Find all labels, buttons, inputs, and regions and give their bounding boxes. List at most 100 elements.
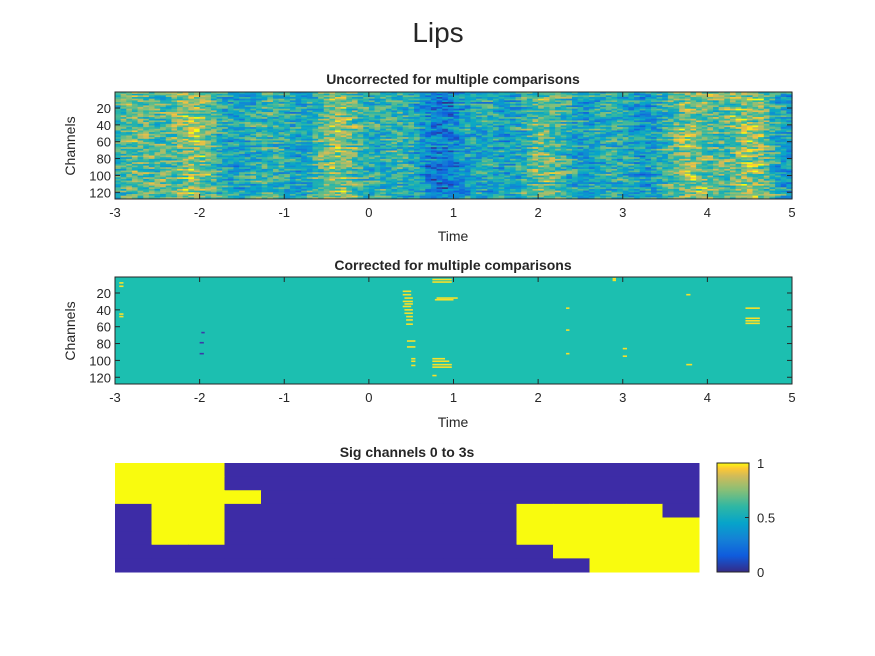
heat-cell [679, 158, 686, 161]
heat-cell [289, 117, 297, 120]
heat-cell [284, 117, 291, 120]
heat-cell [419, 137, 426, 140]
heat-cell [397, 150, 404, 153]
heat-cell [509, 112, 517, 115]
heat-cell [115, 93, 122, 96]
heat-cell [645, 103, 652, 106]
heat-cell [752, 92, 759, 95]
heat-cell [729, 103, 737, 106]
heat-cell [216, 128, 223, 131]
heat-cell [160, 147, 167, 150]
heat-cell [741, 130, 748, 133]
heat-cell [329, 152, 336, 155]
heat-cell [543, 123, 551, 126]
heat-cell [414, 93, 421, 96]
heat-cell [391, 123, 398, 126]
heat-cell [380, 137, 387, 140]
heat-cell [718, 132, 725, 135]
heat-cell [329, 122, 336, 125]
heat-cell [357, 117, 364, 120]
heat-cell [256, 137, 263, 140]
heat-cell [769, 153, 776, 156]
heat-cell [137, 122, 144, 125]
heat-cell [645, 115, 652, 118]
heat-cell [284, 100, 291, 103]
heat-cell [363, 145, 370, 148]
heat-cell [182, 153, 189, 156]
heat-cell [758, 157, 765, 160]
heat-cell [419, 120, 426, 123]
heat-cell [498, 148, 505, 151]
heat-cell [160, 125, 167, 128]
heat-cell [571, 123, 579, 126]
heat-cell [312, 97, 319, 100]
heat-cell [368, 122, 376, 125]
heat-cell [656, 145, 663, 148]
heat-cell [780, 95, 787, 98]
heat-cell [222, 92, 229, 95]
heat-cell [402, 137, 409, 140]
heat-cell [188, 145, 195, 148]
heat-cell [126, 137, 133, 140]
heat-cell [385, 122, 393, 125]
heat-cell [210, 148, 218, 151]
heat-cell [724, 92, 731, 95]
heat-cell [306, 130, 314, 133]
heat-cell [617, 137, 624, 140]
heat-cell [137, 148, 144, 151]
heat-cell [368, 102, 376, 105]
heat-cell [718, 100, 725, 103]
heat-cell [729, 155, 737, 158]
heat-cell [323, 103, 330, 106]
heat-cell [233, 105, 240, 108]
heat-cell [137, 118, 144, 121]
heat-cell [335, 105, 342, 108]
heat-cell [713, 123, 720, 126]
heat-cell [713, 157, 720, 160]
heat-cell [329, 133, 336, 136]
heat-cell [515, 158, 522, 161]
heat-cell [746, 153, 754, 156]
heat-cell [690, 127, 697, 130]
heat-cell [752, 113, 759, 116]
heat-cell [498, 107, 505, 110]
heat-cell [538, 142, 545, 145]
heat-cell [521, 157, 528, 160]
heat-cell [577, 148, 584, 151]
heat-cell [210, 108, 218, 111]
heat-cell [419, 98, 426, 101]
heat-cell [239, 122, 246, 125]
heat-cell [374, 108, 381, 111]
heat-cell [622, 157, 629, 160]
heat-cell [289, 107, 297, 110]
heat-cell [453, 157, 460, 160]
heat-cell [363, 95, 370, 98]
heat-cell [335, 120, 342, 123]
heat-cell [464, 130, 472, 133]
heat-cell [526, 133, 534, 136]
heat-cell [335, 93, 342, 96]
heat-cell [622, 97, 629, 100]
heat-cell [696, 100, 703, 103]
heat-cell [639, 157, 646, 160]
heat-cell [526, 92, 534, 95]
heat-cell [227, 118, 235, 121]
heat-cell [335, 137, 342, 140]
heat-cell [611, 128, 618, 131]
heat-cell [521, 158, 528, 161]
heat-cell [521, 92, 528, 95]
heat-cell [227, 147, 235, 150]
heat-cell [571, 102, 579, 105]
heat-cell [605, 132, 613, 135]
heat-cell [594, 130, 601, 133]
heat-cell [509, 145, 517, 148]
heat-cell [718, 123, 725, 126]
heat-cell [498, 123, 505, 126]
heat-cell [476, 138, 483, 141]
heat-cell [165, 108, 173, 111]
heat-cell [148, 113, 156, 116]
heat-cell [459, 112, 466, 115]
heat-cell [380, 150, 387, 153]
heat-cell [188, 130, 195, 133]
heat-cell [272, 113, 280, 116]
